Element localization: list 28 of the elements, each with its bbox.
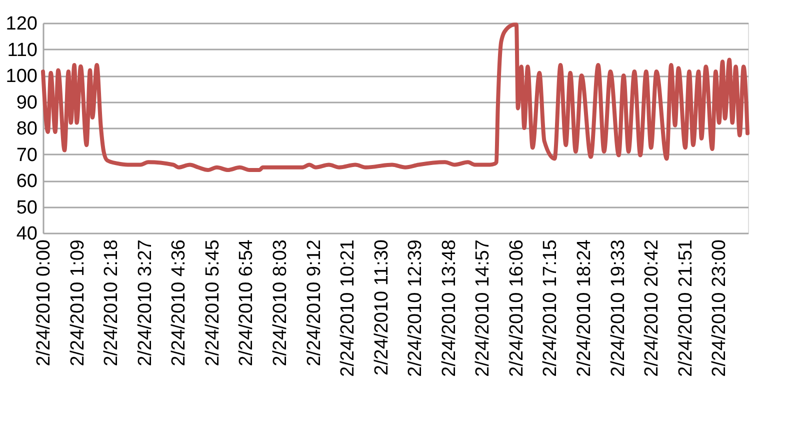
x-tick-label: 2/24/2010 11:30 bbox=[371, 240, 392, 376]
y-tick-label: 100 bbox=[6, 66, 38, 87]
x-tick-label: 2/24/2010 9:12 bbox=[304, 240, 325, 366]
x-tick-label: 2/24/2010 17:15 bbox=[540, 240, 562, 377]
x-tick-label: 2/24/2010 23:00 bbox=[709, 240, 730, 377]
x-tick-label: 2/24/2010 8:03 bbox=[270, 240, 291, 366]
y-tick-label: 80 bbox=[16, 118, 38, 140]
y-tick-label: 90 bbox=[16, 92, 38, 114]
x-tick-label: 2/24/2010 19:33 bbox=[608, 240, 629, 377]
x-tick-label: 2/24/2010 18:24 bbox=[574, 239, 595, 377]
x-tick-label: 2/24/2010 14:57 bbox=[472, 240, 494, 377]
x-tick-label: 2/24/2010 1:09 bbox=[67, 240, 88, 366]
y-tick-label: 110 bbox=[7, 40, 38, 61]
x-tick-label: 2/24/2010 6:54 bbox=[236, 239, 258, 366]
x-tick-label: 2/24/2010 3:27 bbox=[134, 240, 156, 366]
y-tick-label: 70 bbox=[16, 144, 38, 166]
y-tick-label: 120 bbox=[6, 14, 38, 34]
y-tick-label: 60 bbox=[16, 171, 38, 192]
x-tick-label: 2/24/2010 21:51 bbox=[675, 240, 696, 377]
x-tick-label: 2/24/2010 16:06 bbox=[506, 240, 528, 377]
x-tick-label: 2/24/2010 5:45 bbox=[202, 240, 224, 366]
x-tick-label: 2/24/2010 13:48 bbox=[438, 240, 460, 377]
x-tick-label: 2/24/2010 12:39 bbox=[405, 240, 426, 377]
y-tick-label: 50 bbox=[16, 197, 38, 218]
x-tick-label: 2/24/2010 10:21 bbox=[338, 240, 359, 377]
x-tick-label: 2/24/2010 4:36 bbox=[168, 240, 190, 366]
x-tick-label: 2/24/2010 20:42 bbox=[642, 240, 663, 377]
x-tick-label: 2/24/2010 2:18 bbox=[101, 240, 122, 366]
